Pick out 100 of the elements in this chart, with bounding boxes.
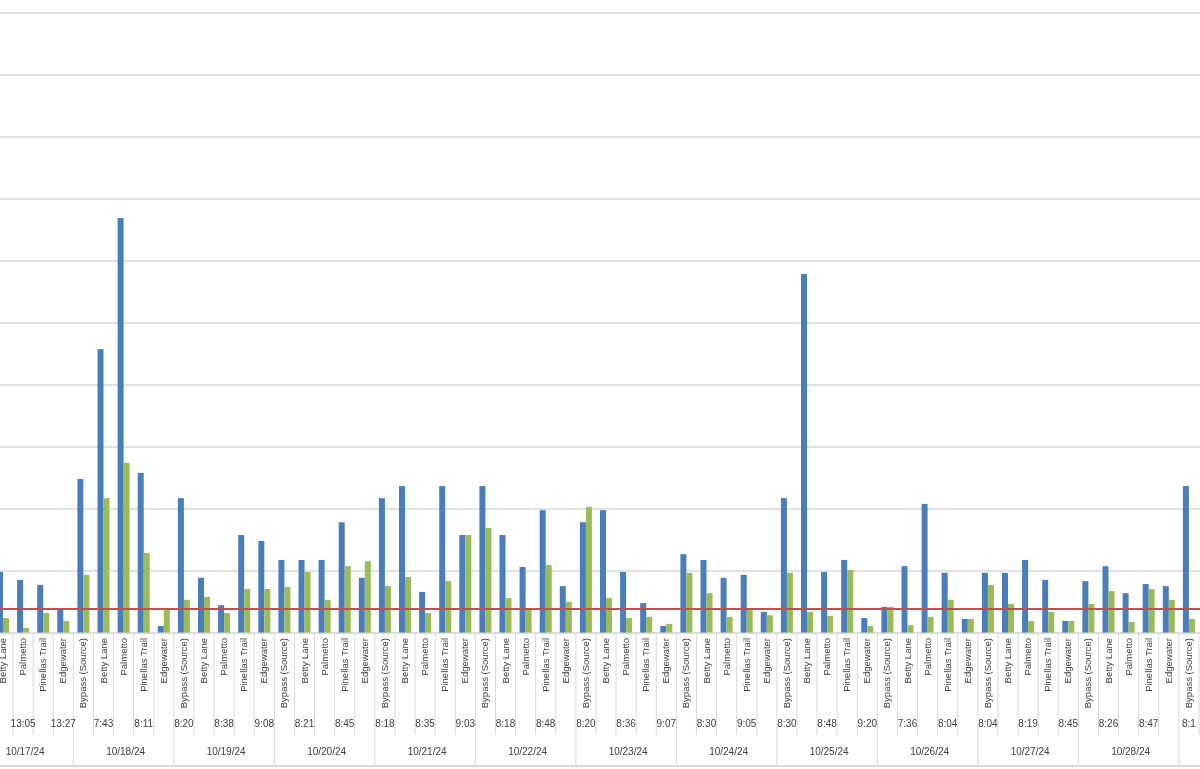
x-tick-label: Bypass (Source) xyxy=(378,638,390,709)
x-tick-label: Palmetto xyxy=(117,638,129,676)
x-tick-label: Betty Lane xyxy=(0,638,8,684)
x-tick-label: Pinellas Trail xyxy=(338,638,350,692)
text: 9:03 xyxy=(455,718,476,729)
bar xyxy=(278,559,285,633)
bar xyxy=(786,572,793,633)
x-tick-label: Edgewater xyxy=(157,638,169,684)
text: 8:11 xyxy=(134,718,154,729)
bar xyxy=(861,618,868,633)
text: 13:27 xyxy=(50,718,77,729)
x-tick-label: Edgewater xyxy=(1062,638,1074,684)
x-tick-label: Pinellas Trail xyxy=(238,638,250,692)
bar xyxy=(545,564,552,633)
text: 8:18 xyxy=(495,718,516,729)
x-tick-label: Betty Lane xyxy=(1002,638,1013,684)
bar xyxy=(204,596,210,633)
bar xyxy=(1002,572,1008,633)
bar xyxy=(238,535,245,633)
x-tick-label: Edgewater xyxy=(358,638,370,684)
x-tick-label: Bypass (Source) xyxy=(1082,638,1094,709)
x-tick-label: Pinellas Trail xyxy=(740,638,752,692)
bar xyxy=(1108,591,1115,633)
bar xyxy=(847,569,854,633)
bar xyxy=(1122,593,1129,633)
bar xyxy=(244,589,251,633)
x-tick-label: Palmetto xyxy=(318,638,330,676)
x-tick-label: Palmetto xyxy=(1022,638,1034,676)
bar xyxy=(807,611,813,633)
bar xyxy=(1062,620,1069,633)
text: 9:07 xyxy=(656,718,677,729)
bar xyxy=(17,579,24,633)
bar xyxy=(706,593,713,633)
bar xyxy=(163,608,170,633)
text: 10/27/24 xyxy=(1010,746,1050,757)
bar xyxy=(57,608,64,633)
text: 10/28/24 xyxy=(1111,746,1151,757)
x-tick-label: Bypass (Source) xyxy=(479,638,491,709)
bar xyxy=(1082,581,1089,633)
bar xyxy=(821,572,828,633)
bar xyxy=(1068,620,1075,633)
x-tick-label: Edgewater xyxy=(660,638,672,684)
bar xyxy=(344,566,351,633)
text: 10/25/24 xyxy=(809,746,849,757)
x-tick-label: Bypass (Source) xyxy=(1182,638,1194,709)
text: 9:20 xyxy=(857,718,878,729)
x-tick-label: Palmetto xyxy=(519,638,531,676)
text: 7:43 xyxy=(93,718,114,729)
bar xyxy=(218,605,225,633)
x-tick-label: Palmetto xyxy=(218,638,230,676)
text: 9:08 xyxy=(254,718,275,729)
text: 8:30 xyxy=(777,718,798,729)
bar xyxy=(399,486,405,633)
bar xyxy=(746,608,753,633)
x-tick-label: Palmetto xyxy=(17,638,29,676)
text: 10/19/24 xyxy=(206,746,246,757)
bar xyxy=(646,616,653,633)
bar xyxy=(63,620,70,633)
text: 10/17/24 xyxy=(5,746,45,757)
bar xyxy=(1168,599,1175,633)
bar xyxy=(198,577,204,633)
bar xyxy=(83,574,90,633)
x-tick-label: Edgewater xyxy=(1162,638,1174,684)
text: 8:38 xyxy=(214,718,235,729)
bar xyxy=(680,554,687,633)
text: 8:18 xyxy=(375,718,396,729)
text: 8:20 xyxy=(174,718,195,729)
bar xyxy=(405,576,411,633)
bar xyxy=(565,601,572,633)
bar xyxy=(686,572,693,633)
x-tick-label: Betty Lane xyxy=(298,638,310,684)
x-tick-label: Betty Lane xyxy=(801,638,812,684)
text: 13:05 xyxy=(10,718,37,729)
bar xyxy=(318,559,325,633)
text: 8:04 xyxy=(937,718,958,729)
bar xyxy=(600,510,606,633)
text: 8:19 xyxy=(1018,718,1039,729)
bar xyxy=(499,535,506,633)
bar xyxy=(1022,559,1029,633)
x-tick-label: Pinellas Trail xyxy=(941,638,953,692)
x-tick-label: Pinellas Trail xyxy=(137,638,149,692)
bar xyxy=(439,486,446,633)
bar xyxy=(143,552,150,633)
bar xyxy=(921,503,928,633)
bar xyxy=(364,561,371,633)
bar xyxy=(606,598,612,633)
x-tick-label: Betty Lane xyxy=(901,638,913,684)
bar xyxy=(324,599,331,633)
bar xyxy=(37,584,44,633)
bar xyxy=(841,559,848,633)
x-tick-label: Edgewater xyxy=(459,638,471,684)
bar xyxy=(981,572,988,633)
bar xyxy=(927,616,934,633)
bar xyxy=(117,218,124,633)
x-tick-label: Betty Lane xyxy=(700,638,712,684)
x-tick-label: Pinellas Trail xyxy=(439,638,451,692)
text: 8:48 xyxy=(535,718,556,729)
bar xyxy=(465,535,472,633)
bar xyxy=(559,586,566,633)
bar xyxy=(183,599,190,633)
